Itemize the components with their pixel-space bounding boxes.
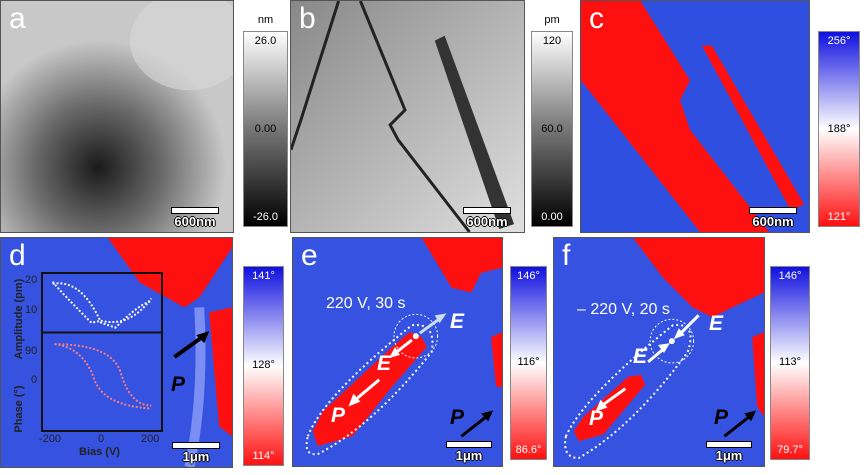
inset-ytick: 0	[31, 374, 38, 386]
inset-ytick: 10	[25, 304, 38, 316]
colorbar-c: 256° 188° 121°	[818, 31, 860, 227]
field-label: E	[450, 310, 465, 333]
colorbar-d: 141° 128° 114°	[243, 266, 284, 466]
colorbar-e: 146° 116° 86.6°	[510, 266, 547, 460]
hysteresis-inset	[41, 272, 163, 432]
colorbar-unit: nm	[257, 14, 274, 26]
polarization-label: P	[331, 404, 346, 427]
inset-ylabel-bottom: Phase (°)	[13, 385, 25, 433]
inset-ylabel-top: Amplitude (pm)	[13, 278, 25, 360]
inset-xtick: 200	[141, 433, 160, 445]
poling-condition: – 220 V, 20 s	[577, 301, 670, 318]
inset-xlabel: Bias (V)	[79, 446, 120, 458]
panel-b-amplitude: b 600nm	[290, 0, 525, 233]
polarization-label: P	[714, 406, 729, 429]
panel-label: a	[9, 2, 26, 35]
panel-label: c	[589, 2, 604, 35]
field-label: E	[377, 352, 392, 375]
polarization-label: P	[589, 407, 604, 430]
panel-label: b	[299, 2, 316, 35]
poling-condition: 220 V, 30 s	[326, 295, 406, 312]
polarization-label: P	[450, 406, 465, 429]
scale-bar: 1μm	[172, 442, 220, 464]
scale-bar: 600nm	[171, 207, 219, 229]
field-label: E	[709, 312, 724, 335]
colorbar-a: 26.0 0.00 -26.0	[243, 31, 288, 227]
polarization-label: P	[171, 373, 186, 396]
inset-xtick: 0	[98, 433, 105, 445]
panel-d-phase: d Amplitude (pm) Phase (°) 20 10 90 0 -2…	[0, 237, 233, 468]
panel-e-phase: e 220 V, 30 s E E P P 1μm	[292, 237, 503, 467]
inset-xtick: -200	[39, 433, 62, 445]
panel-label: f	[562, 239, 571, 272]
scale-bar: 1μm	[446, 441, 492, 463]
scale-bar: 1μm	[706, 441, 752, 463]
panel-label: d	[9, 239, 26, 272]
colorbar-unit: pm	[544, 14, 560, 26]
colorbar-b: 120 60.0 0.00	[531, 31, 573, 227]
inset-ytick: 90	[25, 345, 38, 357]
panel-label: e	[301, 239, 318, 272]
panel-a-topography: a 600nm	[0, 0, 234, 233]
colorbar-f: 146° 113° 79.7°	[770, 266, 810, 460]
scale-bar: 600nm	[749, 207, 797, 229]
scale-bar: 600nm	[463, 207, 511, 229]
inset-ytick: 20	[25, 274, 38, 286]
panel-f-phase: f – 220 V, 20 s E E P P 1μm	[553, 237, 765, 467]
panel-c-phase: c 600nm	[580, 0, 810, 233]
field-label: E	[633, 345, 648, 368]
